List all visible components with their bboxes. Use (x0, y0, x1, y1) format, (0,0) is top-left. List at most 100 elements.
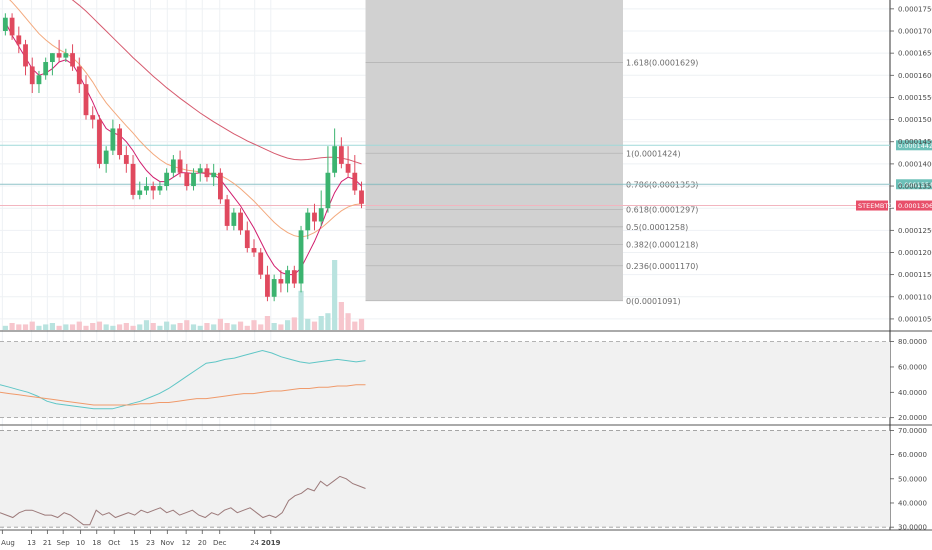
volume-bar (204, 323, 210, 330)
volume-bar (217, 318, 223, 330)
volume-bar (184, 320, 190, 330)
volume-bar (43, 324, 49, 330)
fib-level-label: 1.618(0.0001629) (626, 58, 698, 67)
candle-body (70, 53, 75, 67)
volume-bar (63, 324, 69, 330)
candle-body (352, 172, 358, 191)
volume-bar (345, 313, 351, 330)
volume-bar (318, 316, 324, 330)
candle-body (265, 274, 270, 297)
symbol-label: STEEMBTC (858, 202, 893, 210)
candle-body (16, 35, 22, 45)
hline-price-label: 0.0001354 (898, 181, 932, 189)
volume-bar (190, 324, 197, 330)
volume-bar (278, 324, 284, 330)
volume-bar (117, 324, 123, 330)
candle-body (23, 44, 28, 67)
candle-body (338, 146, 344, 164)
osc-tick-label: 80.0000 (898, 338, 927, 346)
candle-body (177, 159, 183, 173)
volume-bar (325, 313, 331, 330)
candle-body (150, 186, 156, 191)
candle-body (271, 279, 277, 297)
candle-body (56, 53, 62, 58)
volume-bar (164, 321, 170, 330)
candle-body (244, 230, 250, 249)
volume-bar (2, 325, 8, 330)
moving-average-slow (71, 0, 362, 165)
candle-body (117, 128, 122, 156)
volume-bar (123, 323, 129, 330)
fib-shade (365, 0, 623, 301)
volume-bar (251, 320, 257, 330)
candle-body (170, 159, 176, 173)
candle-body (211, 172, 217, 178)
time-tick-label: Sep (57, 539, 71, 547)
candle-body (43, 62, 49, 76)
oscillator2-band (0, 430, 890, 528)
time-tick-label: 24 (250, 539, 259, 547)
second-oscillator-pane[interactable]: 70.0000 60.0000 50.0000 40.0000 30.0000 (0, 427, 927, 532)
volume-bar (271, 323, 277, 330)
time-tick-label: 23 (146, 539, 155, 547)
time-tick-label: 18 (92, 539, 101, 547)
candle-body (251, 248, 257, 253)
symbol-tag (856, 200, 888, 211)
candle-body (359, 190, 364, 204)
osc-tick-label: 70.0000 (898, 427, 927, 435)
candle-body (29, 66, 35, 85)
volume-bar (69, 324, 76, 330)
fib-level-label: 0.786(0.0001353) (626, 181, 698, 190)
time-tick-label: 15 (130, 539, 139, 547)
fib-level-label: 0(0.0001091) (626, 297, 681, 306)
volume-bar (237, 321, 244, 330)
candle-body (97, 119, 102, 164)
candle-body (130, 163, 136, 195)
current-price-label: 0.0001306 (898, 202, 932, 210)
candle-body (345, 163, 351, 173)
candle-body (258, 252, 264, 275)
candle-body (218, 172, 223, 200)
oscillator-band (0, 341, 890, 418)
fib-level-label: 1(0.0001424) (626, 149, 681, 158)
candle-body (318, 208, 324, 222)
osc-series-line (0, 384, 366, 406)
candle-body (63, 53, 69, 58)
volume-bar (157, 325, 163, 330)
osc-tick-label: 30.0000 (898, 524, 927, 532)
volume-bar (285, 320, 291, 330)
current-price-tag (896, 200, 932, 211)
hline-price-tag (896, 179, 932, 190)
candle-body (36, 75, 42, 85)
oscillator-pane[interactable]: 80.0000 60.0000 40.0000 20.0000 (0, 338, 927, 422)
time-axis[interactable]: Aug 13 21 Sep 10 18 Oct 15 23 Nov 12 20 Dec 24 2019 (1, 530, 281, 547)
volume-bar (338, 302, 344, 330)
fib-level-label: 0.618(0.0001297) (626, 206, 698, 215)
moving-average-mid (9, 0, 362, 238)
volume-bar (22, 324, 29, 330)
candle-body (137, 190, 143, 195)
osc-series-line (0, 349, 366, 410)
volume-bar (352, 321, 358, 330)
candle-body (224, 199, 230, 226)
time-tick-label: 20 (198, 539, 207, 547)
volume-bar (170, 324, 176, 330)
candle-body (278, 279, 284, 284)
volume-bar (16, 324, 22, 330)
volume-bar (90, 323, 96, 330)
candle-body (191, 172, 196, 187)
price-pane[interactable]: 1.618(0.0001629) 1(0.0001424) 0.786(0.0001… (0, 0, 890, 330)
osc-tick-label: 40.0000 (898, 389, 927, 397)
